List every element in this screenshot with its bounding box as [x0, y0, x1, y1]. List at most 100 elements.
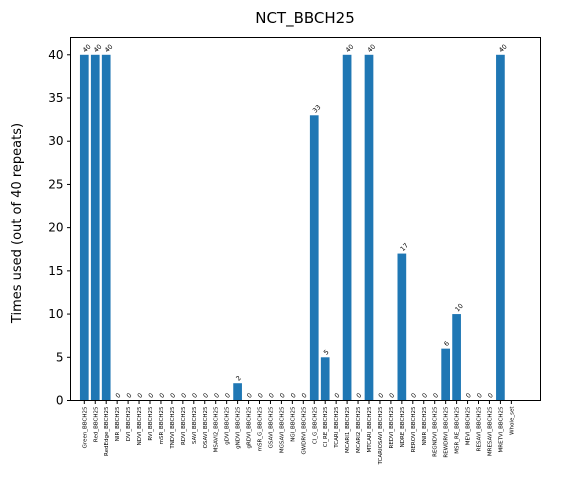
bar: [102, 55, 111, 401]
data-label: 0: [300, 391, 309, 400]
x-tick-label: DVI_BBCH25: [126, 406, 132, 441]
data-label: 40: [366, 43, 378, 55]
x-tick-label: mSR_BBCH25: [159, 406, 165, 444]
x-tick-label: TCARIOSAVI_BBCH25: [378, 406, 384, 465]
data-label: 0: [136, 391, 145, 400]
data-label: 0: [410, 391, 419, 400]
x-tick-label: NIR_BBCH25: [115, 406, 121, 441]
x-tick-label: MCARI1_BBCH25: [345, 406, 351, 453]
data-label: 0: [278, 391, 287, 400]
data-label: 10: [453, 302, 465, 314]
bar: [452, 314, 461, 400]
bar: [321, 357, 330, 400]
y-tick-label: 20: [48, 221, 63, 235]
bar: [343, 55, 352, 401]
x-tick-label: REDVI_BBCH25: [389, 406, 395, 448]
data-label: 0: [256, 391, 265, 400]
x-tick-label: MEVI_BBCH25: [466, 406, 472, 445]
x-tick-label: REROVI_BBCH25: [411, 406, 417, 452]
x-tick-label: GWDRVI_BBCH25: [301, 406, 307, 455]
data-label: 33: [311, 103, 323, 115]
x-tick-label: Green_BBCH25: [82, 406, 88, 448]
data-label: 0: [180, 391, 189, 400]
chart-title: NCT_BBCH25: [255, 9, 355, 28]
x-tick-label: GSAVI_BBCH25: [268, 406, 274, 448]
x-tick-label: TNDVI_BBCH25: [170, 406, 176, 450]
x-axis: Green_BBCH25 Red_BBCH25 RedEdge_BBCH25 NIR_…: [82, 401, 515, 466]
data-label: 6: [442, 339, 451, 348]
bar: [365, 55, 374, 401]
y-axis-label: Times used (out of 40 repeats): [10, 123, 25, 324]
y-axis: 0 5 10 15 20 25 30 35 40: [48, 48, 70, 408]
x-tick-label: MSAVI2_BBCH25: [214, 406, 220, 452]
plot-frame: [71, 38, 541, 401]
x-tick-label: gNDVI_BBCH25: [236, 406, 242, 449]
x-tick-label: Whole_set: [509, 406, 515, 435]
data-label: 0: [169, 391, 178, 400]
data-label: 0: [431, 391, 440, 400]
x-tick-label: CI_RE_BBCH25: [323, 406, 329, 447]
bar: [310, 115, 319, 400]
x-tick-label: NDVI_BBCH25: [137, 406, 143, 445]
y-tick-label: 40: [48, 48, 63, 62]
x-tick-label: NGI_BBCH25: [290, 406, 296, 442]
data-label: 0: [158, 391, 167, 400]
y-tick-label: 35: [48, 91, 63, 105]
x-tick-label: NDRE_BBCH25: [400, 406, 406, 447]
x-tick-label: CI_G_BBCH25: [312, 406, 318, 444]
data-label: 0: [267, 391, 276, 400]
data-label: 0: [475, 391, 484, 400]
y-tick-label: 0: [56, 394, 64, 408]
x-tick-label: mSR_G_BBCH25: [258, 406, 264, 451]
x-tick-label: gRDVI_BBCH25: [247, 406, 253, 449]
bar: [233, 383, 242, 400]
x-tick-label: SAVI_BBCH25: [192, 406, 198, 444]
data-label: 0: [388, 391, 397, 400]
data-label: 0: [191, 391, 200, 400]
data-label: 0: [114, 391, 123, 400]
x-tick-label: OSAVI_BBCH25: [203, 406, 209, 448]
data-label: 40: [344, 43, 356, 55]
data-label: 0: [202, 391, 211, 400]
bars-group: [80, 55, 505, 401]
x-tick-label: RVI_BBCH25: [148, 406, 154, 441]
x-tick-label: REWDRVI_BBCH25: [444, 406, 450, 458]
x-tick-label: MTCARI_BBCH25: [367, 406, 373, 453]
data-label: 0: [377, 391, 386, 400]
x-tick-label: NNIR_BBCH25: [422, 406, 428, 445]
x-tick-label: TCARI_BBCH25: [334, 406, 340, 449]
y-tick-label: 10: [48, 307, 63, 321]
y-tick-label: 30: [48, 134, 63, 148]
bar: [441, 349, 450, 401]
x-tick-label: REGNDVI_BBCH25: [433, 406, 439, 457]
x-tick-label: MGSAVI_BBCH25: [279, 406, 285, 453]
x-tick-label: MSR_RE_BBCH25: [455, 406, 461, 454]
data-label: 0: [223, 391, 232, 400]
data-label: 0: [464, 391, 473, 400]
bar: [398, 254, 407, 401]
data-label: 0: [147, 391, 156, 400]
data-label: 0: [355, 391, 364, 400]
y-tick-label: 5: [56, 350, 64, 364]
x-tick-label: Red_BBCH25: [93, 406, 99, 442]
data-label: 0: [289, 391, 298, 400]
x-tick-label: MRETVI_BBCH25: [498, 406, 504, 452]
x-tick-label: gDVI_BBCH25: [225, 406, 231, 445]
data-label: 0: [212, 391, 221, 400]
bar: [80, 55, 89, 401]
data-label: 0: [245, 391, 254, 400]
y-tick-label: 15: [48, 264, 63, 278]
x-tick-label: RedEdge_BBCH25: [104, 406, 110, 456]
data-label: 0: [333, 391, 342, 400]
data-label: 17: [399, 241, 411, 253]
data-label: 0: [421, 391, 430, 400]
bar: [496, 55, 505, 401]
x-tick-label: RDVI_BBCH25: [181, 406, 187, 445]
data-label: 0: [125, 391, 134, 400]
data-label: 0: [486, 391, 495, 400]
x-tick-label: MRESAVI_BBCH25: [487, 406, 493, 456]
x-tick-label: RESAVI_BBCH25: [477, 406, 483, 451]
data-label: 2: [234, 374, 243, 383]
